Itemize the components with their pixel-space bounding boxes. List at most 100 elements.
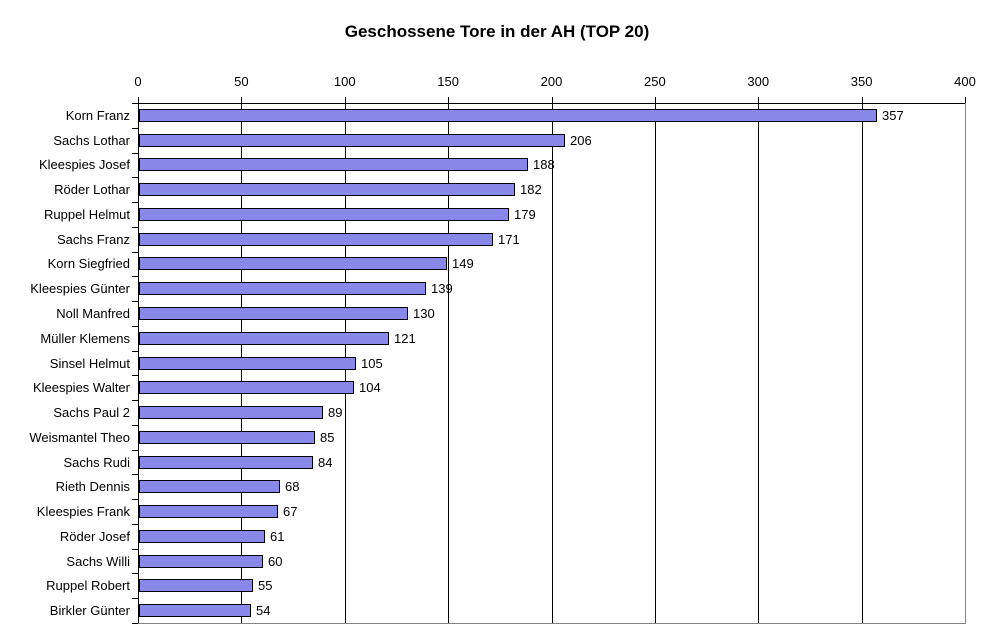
bar: [139, 307, 408, 320]
value-label: 130: [413, 306, 435, 321]
value-axis-tick-label: 200: [540, 74, 563, 89]
category-label: Müller Klemens: [40, 331, 130, 346]
bar: [139, 381, 354, 394]
category-label: Weismantel Theo: [29, 430, 130, 445]
bar: [139, 505, 278, 518]
value-axis-tick-label: 300: [747, 74, 770, 89]
category-label: Sachs Paul 2: [53, 405, 130, 420]
bar: [139, 233, 493, 246]
value-label: 89: [328, 405, 343, 420]
gridline: [654, 103, 656, 623]
bar: [139, 282, 426, 295]
bar: [139, 406, 323, 419]
value-axis-tick-label: 50: [234, 74, 249, 89]
value-label: 179: [514, 207, 536, 222]
category-axis-tick: [132, 623, 138, 624]
category-label: Kleespies Günter: [30, 281, 130, 296]
value-label: 85: [320, 430, 335, 445]
value-label: 60: [268, 554, 283, 569]
category-axis-tick: [132, 202, 138, 203]
category-axis-tick: [132, 499, 138, 500]
category-label: Noll Manfred: [56, 306, 130, 321]
category-axis-line: [138, 103, 139, 623]
bar: [139, 158, 528, 171]
value-label: 182: [520, 182, 542, 197]
value-label: 105: [361, 356, 383, 371]
category-axis-tick: [132, 128, 138, 129]
value-axis-tick: [654, 97, 656, 103]
category-label: Ruppel Robert: [46, 578, 130, 593]
gridline: [551, 103, 553, 623]
category-label: Sachs Lothar: [53, 133, 130, 148]
category-label: Ruppel Helmut: [44, 207, 130, 222]
category-axis-tick: [132, 351, 138, 352]
category-axis-tick: [132, 573, 138, 574]
bar: [139, 357, 356, 370]
gridline: [448, 103, 450, 623]
category-label: Sinsel Helmut: [49, 356, 130, 371]
category-label: Röder Josef: [59, 529, 130, 544]
value-label: 206: [570, 133, 592, 148]
category-axis-tick: [132, 301, 138, 302]
category-axis-tick: [132, 474, 138, 475]
bar: [139, 109, 877, 122]
value-axis-tick: [448, 97, 450, 103]
category-label: Rieth Dennis: [55, 479, 130, 494]
bar: [139, 530, 265, 543]
category-axis-tick: [132, 598, 138, 599]
value-axis-tick: [551, 97, 553, 103]
bar: [139, 555, 263, 568]
category-label: Korn Siegfried: [47, 256, 130, 271]
value-axis-line: [138, 103, 966, 104]
gridline: [861, 103, 863, 623]
value-label: 67: [283, 504, 298, 519]
category-label: Kleespies Frank: [36, 504, 130, 519]
chart-title: Geschossene Tore in der AH (TOP 20): [344, 22, 650, 41]
category-label: Birkler Günter: [49, 603, 130, 618]
value-label: 61: [270, 529, 285, 544]
value-axis-tick: [758, 97, 760, 103]
value-label: 357: [882, 108, 904, 123]
bar: [139, 134, 565, 147]
bar: [139, 431, 315, 444]
category-axis-tick: [132, 252, 138, 253]
category-label: Röder Lothar: [54, 182, 130, 197]
value-label: 104: [359, 380, 381, 395]
value-axis-tick-label: 0: [134, 74, 142, 89]
bar: [139, 332, 389, 345]
category-axis-tick: [132, 400, 138, 401]
value-label: 139: [431, 281, 453, 296]
gridline: [758, 103, 760, 623]
value-label: 54: [256, 603, 271, 618]
category-label: Kleespies Walter: [32, 380, 130, 395]
category-label: Sachs Willi: [66, 554, 130, 569]
value-label: 55: [258, 578, 273, 593]
value-axis-tick-label: 100: [333, 74, 356, 89]
category-axis-tick: [132, 177, 138, 178]
value-axis-tick-label: 150: [437, 74, 459, 89]
bar: [139, 480, 280, 493]
value-label: 171: [498, 232, 520, 247]
bar: [139, 183, 515, 196]
value-axis-tick-label: 250: [644, 74, 666, 89]
category-axis-tick: [132, 276, 138, 277]
bar: [139, 579, 253, 592]
value-label: 68: [285, 479, 300, 494]
value-axis-tick: [965, 97, 966, 103]
value-label: 149: [452, 256, 474, 271]
value-axis-tick: [241, 97, 243, 103]
category-label: Sachs Franz: [57, 232, 130, 247]
category-axis-tick: [132, 524, 138, 525]
bar: [139, 456, 313, 469]
bar: [139, 604, 251, 617]
value-axis-tick: [861, 97, 863, 103]
category-axis-tick: [132, 549, 138, 550]
category-label: Sachs Rudi: [63, 455, 130, 470]
value-axis-tick-label: 400: [954, 74, 976, 89]
plot-border-right: [965, 103, 966, 624]
category-label: Korn Franz: [65, 108, 130, 123]
category-axis-tick: [132, 153, 138, 154]
category-axis-tick: [132, 326, 138, 327]
value-axis-tick-label: 350: [850, 74, 873, 89]
